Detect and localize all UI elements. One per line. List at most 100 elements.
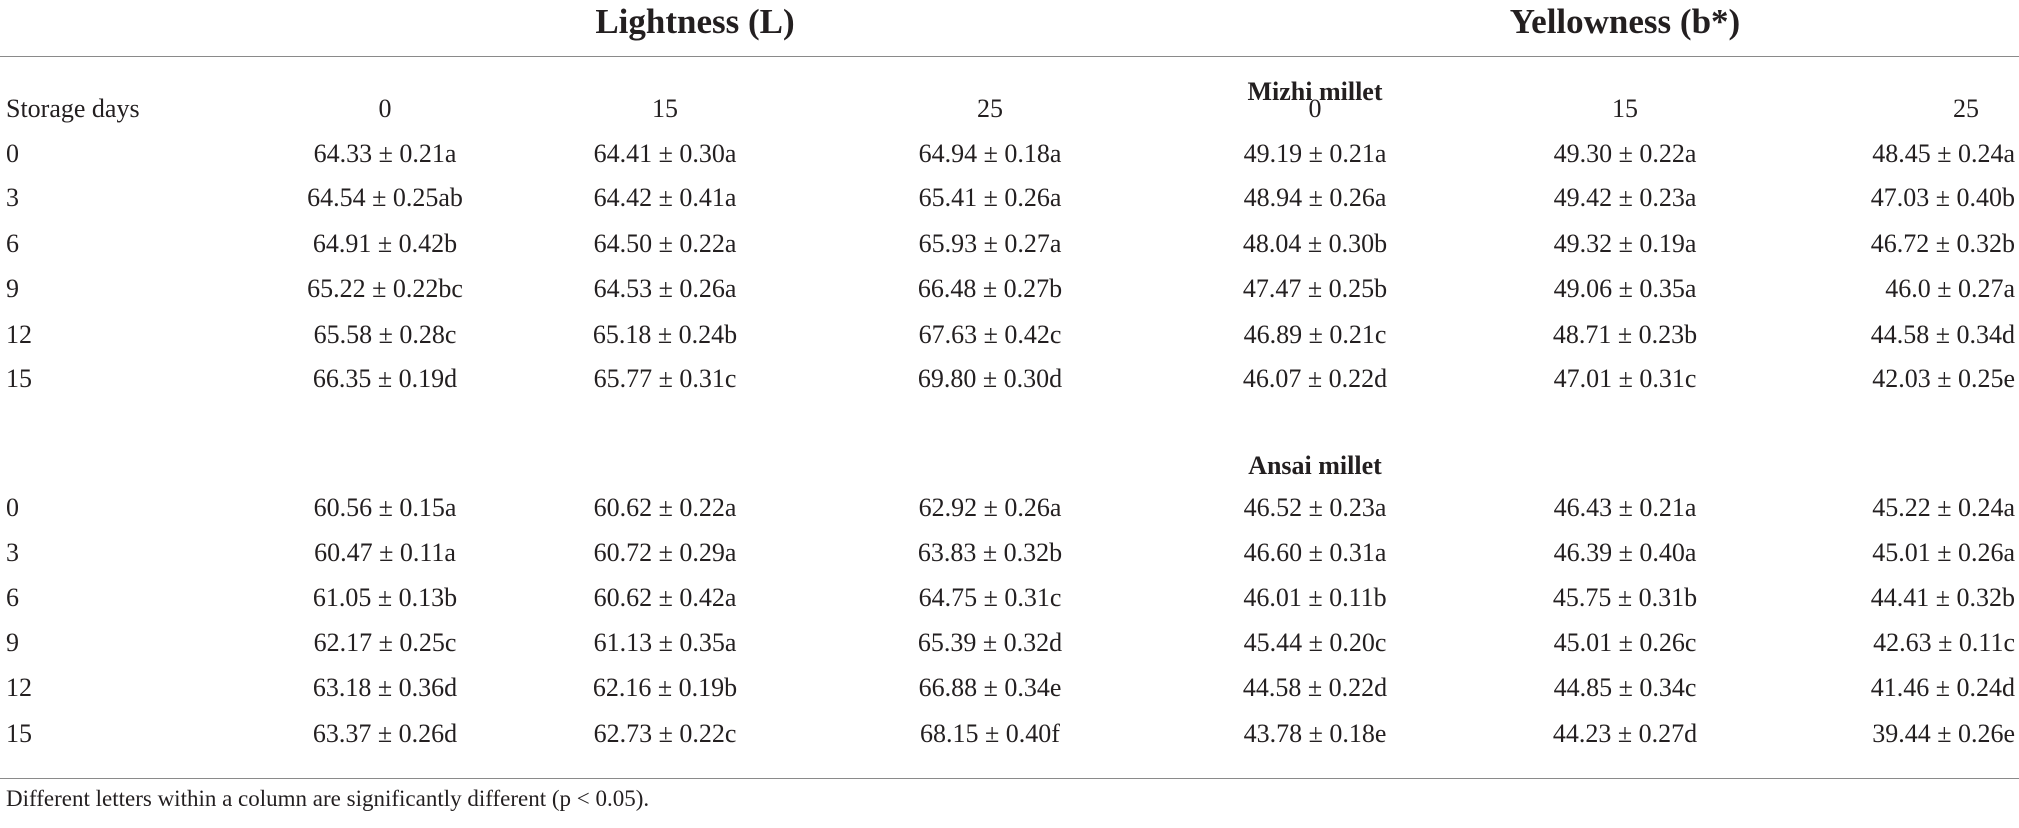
- storage-days-cell: 9: [6, 274, 19, 303]
- table-cell: 66.48 ± 0.27b: [917, 274, 1063, 303]
- table-row: 15 66.35 ± 0.19d 65.77 ± 0.31c 69.80 ± 0…: [0, 364, 2019, 408]
- table-cell: 42.63 ± 0.11c: [1873, 628, 2015, 657]
- group-header-row: Lightness (L) Yellowness (b*): [0, 0, 2019, 58]
- table-cell: 62.73 ± 0.22c: [593, 719, 737, 748]
- yellowness-group-header: Yellowness (b*): [1509, 2, 1741, 41]
- storage-days-cell: 3: [6, 538, 19, 567]
- table-cell: 46.43 ± 0.21a: [1553, 493, 1697, 522]
- table-cell: 49.42 ± 0.23a: [1553, 183, 1697, 212]
- table-cell: 45.44 ± 0.20c: [1243, 628, 1387, 657]
- table-row: 6 61.05 ± 0.13b 60.62 ± 0.42a 64.75 ± 0.…: [0, 583, 2019, 627]
- column-header-row: Storage days 0 15 25 0 15 25: [0, 94, 2019, 138]
- table-cell: 65.18 ± 0.24b: [592, 320, 738, 349]
- table-cell: 45.22 ± 0.24a: [1872, 493, 2015, 522]
- storage-days-cell: 0: [6, 139, 19, 168]
- table-cell: 46.52 ± 0.23a: [1243, 493, 1387, 522]
- storage-days-cell: 12: [6, 673, 32, 702]
- column-header-storage-days: Storage days: [6, 94, 140, 123]
- table-row: 6 64.91 ± 0.42b 64.50 ± 0.22a 65.93 ± 0.…: [0, 229, 2019, 273]
- table-cell: 66.35 ± 0.19d: [312, 364, 458, 393]
- table-cell: 63.83 ± 0.32b: [917, 538, 1063, 567]
- table-cell: 64.54 ± 0.25ab: [307, 183, 463, 212]
- table-cell: 45.75 ± 0.31b: [1552, 583, 1698, 612]
- table-cell: 64.75 ± 0.31c: [918, 583, 1062, 612]
- table-cell: 48.04 ± 0.30b: [1242, 229, 1388, 258]
- table-row: 15 63.37 ± 0.26d 62.73 ± 0.22c 68.15 ± 0…: [0, 719, 2019, 763]
- top-rule: [0, 56, 2019, 57]
- table-cell: 46.0 ± 0.27a: [1885, 274, 2015, 303]
- table-cell: 47.03 ± 0.40b: [1870, 183, 2015, 212]
- lightness-group-header: Lightness (L): [595, 2, 795, 41]
- section-title-ansai: Ansai millet: [1248, 451, 1382, 480]
- table-cell: 44.58 ± 0.34d: [1870, 320, 2015, 349]
- table-cell: 62.17 ± 0.25c: [313, 628, 457, 657]
- column-header-yellowness-day-25: 25: [1953, 94, 1979, 123]
- storage-days-cell: 15: [6, 719, 32, 748]
- table-cell: 49.30 ± 0.22a: [1553, 139, 1697, 168]
- table-cell: 39.44 ± 0.26e: [1872, 719, 2015, 748]
- table-cell: 69.80 ± 0.30d: [917, 364, 1063, 393]
- table-cell: 65.39 ± 0.32d: [917, 628, 1063, 657]
- table-cell: 45.01 ± 0.26c: [1553, 628, 1697, 657]
- table-cell: 45.01 ± 0.26a: [1872, 538, 2015, 567]
- table-cell: 64.91 ± 0.42b: [312, 229, 458, 258]
- table-footnote: Different letters within a column are si…: [6, 786, 650, 811]
- storage-days-cell: 3: [6, 183, 19, 212]
- table-cell: 60.62 ± 0.22a: [593, 493, 737, 522]
- table-row: 9 62.17 ± 0.25c 61.13 ± 0.35a 65.39 ± 0.…: [0, 628, 2019, 672]
- table-cell: 61.05 ± 0.13b: [312, 583, 458, 612]
- table-cell: 46.89 ± 0.21c: [1243, 320, 1387, 349]
- table-cell: 43.78 ± 0.18e: [1243, 719, 1387, 748]
- table-cell: 65.22 ± 0.22bc: [307, 274, 463, 303]
- table-row: 0 64.33 ± 0.21a 64.41 ± 0.30a 64.94 ± 0.…: [0, 139, 2019, 183]
- table-row: 3 64.54 ± 0.25ab 64.42 ± 0.41a 65.41 ± 0…: [0, 183, 2019, 227]
- table-cell: 49.32 ± 0.19a: [1553, 229, 1697, 258]
- table-cell: 61.13 ± 0.35a: [593, 628, 737, 657]
- section-title-mizhi: Mizhi millet: [1247, 77, 1383, 106]
- storage-days-cell: 6: [6, 583, 19, 612]
- table-cell: 47.01 ± 0.31c: [1553, 364, 1697, 393]
- table-cell: 62.16 ± 0.19b: [592, 673, 738, 702]
- table-cell: 66.88 ± 0.34e: [918, 673, 1062, 702]
- storage-days-cell: 15: [6, 364, 32, 393]
- table-cell: 49.06 ± 0.35a: [1553, 274, 1697, 303]
- table-cell: 42.03 ± 0.25e: [1872, 364, 2015, 393]
- table-cell: 64.94 ± 0.18a: [918, 139, 1062, 168]
- table-cell: 64.53 ± 0.26a: [593, 274, 737, 303]
- table-cell: 47.47 ± 0.25b: [1242, 274, 1388, 303]
- table-cell: 46.01 ± 0.11b: [1243, 583, 1387, 612]
- column-header-yellowness-day-15: 15: [1612, 94, 1638, 123]
- table-cell: 60.62 ± 0.42a: [593, 583, 737, 612]
- column-header-yellowness-day-0: 0: [1308, 94, 1322, 123]
- table-cell: 64.42 ± 0.41a: [593, 183, 737, 212]
- table-cell: 46.39 ± 0.40a: [1553, 538, 1697, 567]
- table-cell: 60.47 ± 0.11a: [314, 538, 456, 567]
- storage-days-cell: 9: [6, 628, 19, 657]
- table-row: 0 60.56 ± 0.15a 60.62 ± 0.22a 62.92 ± 0.…: [0, 493, 2019, 537]
- table-cell: 49.19 ± 0.21a: [1243, 139, 1387, 168]
- column-header-lightness-day-25: 25: [977, 94, 1003, 123]
- table-cell: 46.60 ± 0.31a: [1243, 538, 1387, 567]
- table-cell: 65.77 ± 0.31c: [593, 364, 737, 393]
- table-cell: 44.23 ± 0.27d: [1552, 719, 1698, 748]
- table-cell: 44.85 ± 0.34c: [1553, 673, 1697, 702]
- table-cell: 65.41 ± 0.26a: [918, 183, 1062, 212]
- table-cell: 48.71 ± 0.23b: [1552, 320, 1698, 349]
- table-cell: 63.18 ± 0.36d: [312, 673, 458, 702]
- storage-days-cell: 0: [6, 493, 19, 522]
- table-cell: 44.58 ± 0.22d: [1242, 673, 1388, 702]
- table-cell: 65.93 ± 0.27a: [918, 229, 1062, 258]
- table-cell: 68.15 ± 0.40f: [920, 719, 1060, 748]
- table-row: 3 60.47 ± 0.11a 60.72 ± 0.29a 63.83 ± 0.…: [0, 538, 2019, 582]
- table-cell: 60.56 ± 0.15a: [313, 493, 457, 522]
- table-cell: 64.33 ± 0.21a: [313, 139, 457, 168]
- column-header-lightness-day-0: 0: [378, 94, 392, 123]
- column-header-lightness-day-15: 15: [652, 94, 678, 123]
- table-row: 9 65.22 ± 0.22bc 64.53 ± 0.26a 66.48 ± 0…: [0, 274, 2019, 318]
- table-cell: 46.72 ± 0.32b: [1870, 229, 2015, 258]
- table-cell: 62.92 ± 0.26a: [918, 493, 1062, 522]
- storage-days-cell: 6: [6, 229, 19, 258]
- table-cell: 44.41 ± 0.32b: [1870, 583, 2015, 612]
- bottom-rule: [0, 778, 2019, 779]
- table-cell: 65.58 ± 0.28c: [313, 320, 457, 349]
